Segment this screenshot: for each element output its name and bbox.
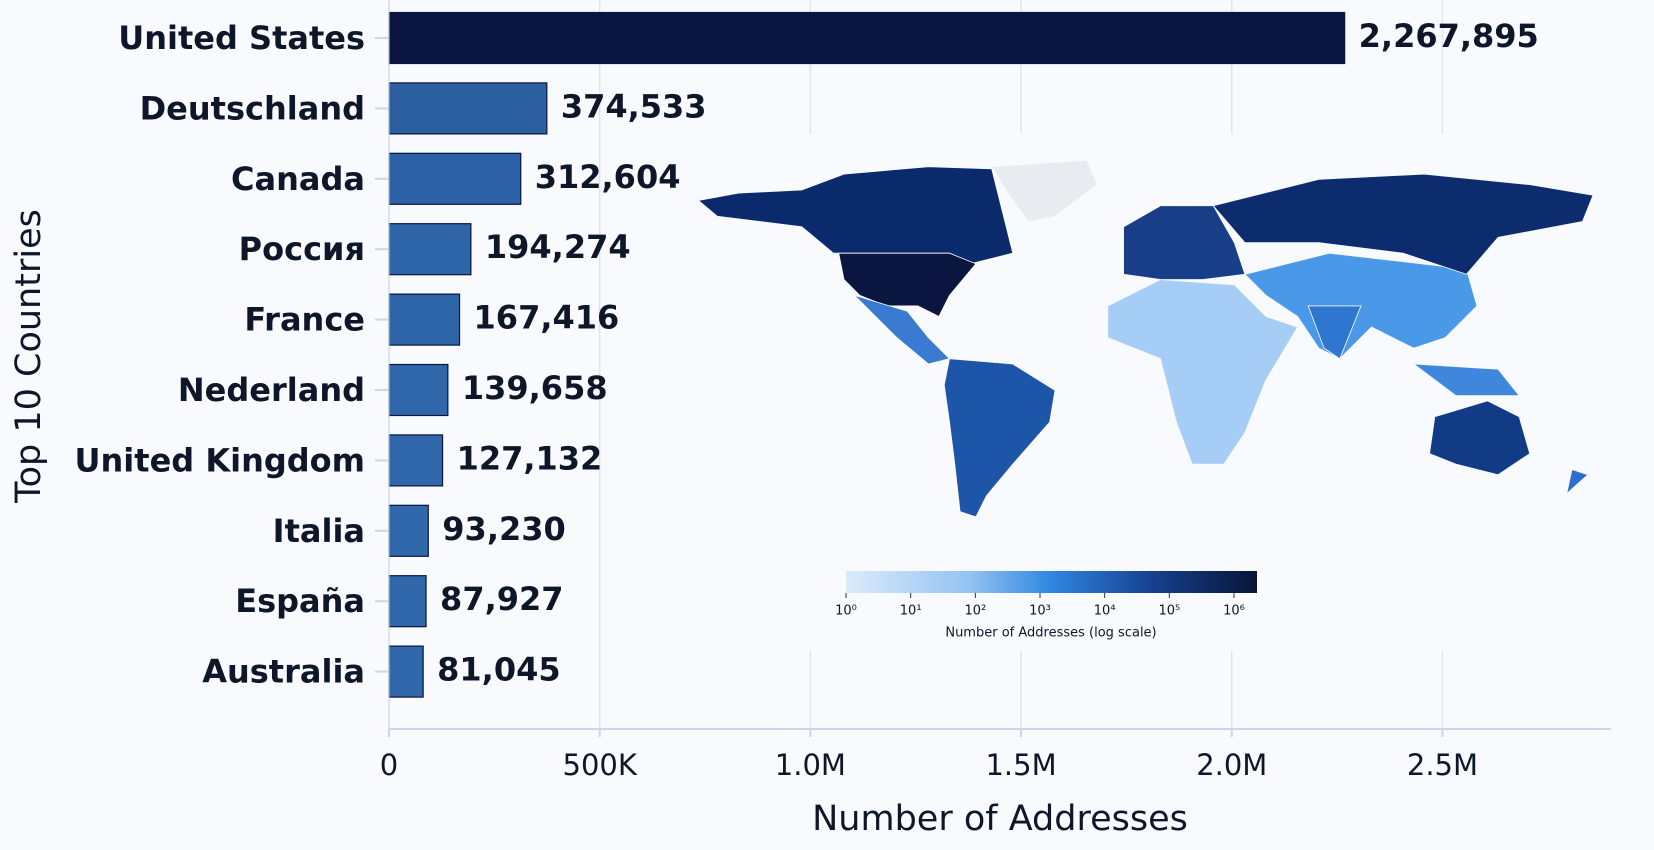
bar [388, 152, 522, 205]
category-label: Canada [231, 160, 365, 198]
bar [388, 223, 472, 276]
category-label: España [235, 582, 365, 620]
land [1307, 305, 1362, 360]
x-tick-label: 0 [380, 748, 398, 782]
bar [388, 11, 1346, 65]
category-label: Nederland [178, 371, 365, 409]
x-tick-label: 1.0M [775, 748, 846, 782]
bar [388, 575, 427, 628]
land [1107, 279, 1299, 465]
category-label: United States [118, 19, 365, 57]
map-inset: Number of Addresses (log scale) 10⁰ 10¹ 10… [692, 134, 1606, 651]
category-label: Australia [202, 653, 365, 691]
land [854, 294, 951, 365]
value-label: 127,132 [457, 439, 603, 477]
category-label: Deutschland [140, 89, 365, 127]
x-tick-label: 2.5M [1407, 748, 1478, 782]
category-label: Россия [239, 230, 365, 268]
x-tick-label: 1.5M [985, 748, 1056, 782]
value-label: 167,416 [474, 299, 620, 337]
value-label: 374,533 [561, 87, 707, 125]
bar [388, 504, 429, 557]
colorbar-tick-label: 10² [964, 604, 986, 619]
colorbar-tick-label: 10⁴ [1094, 604, 1116, 619]
x-axis-label: Number of Addresses [812, 799, 1188, 839]
world-map [697, 159, 1594, 518]
land [1429, 400, 1531, 476]
category-label: United Kingdom [75, 441, 365, 479]
value-label: 194,274 [485, 228, 631, 266]
value-label: 312,604 [535, 158, 681, 196]
value-label: 139,658 [462, 369, 608, 407]
y-axis-label: Top 10 Countries [9, 209, 49, 504]
category-label: France [244, 301, 365, 339]
colorbar [846, 571, 1257, 593]
category-label: Italia [273, 512, 365, 550]
colorbar-tick-label: 10⁶ [1223, 604, 1245, 619]
colorbar-tick-label: 10³ [1029, 604, 1051, 619]
value-label: 87,927 [440, 580, 563, 618]
value-label: 81,045 [437, 651, 560, 689]
x-tick-label: 500K [563, 748, 638, 782]
land [990, 159, 1098, 223]
colorbar-tick-label: 10⁵ [1158, 604, 1180, 619]
land [1412, 363, 1521, 397]
x-tick-label: 2.0M [1196, 748, 1267, 782]
value-label: 93,230 [442, 510, 565, 548]
value-label: 2,267,895 [1359, 17, 1539, 55]
bar [388, 293, 461, 346]
bar [388, 363, 449, 417]
bar [388, 645, 424, 698]
bar [388, 82, 548, 135]
colorbar-label: Number of Addresses (log scale) [945, 626, 1156, 641]
colorbar-tick-label: 10¹ [900, 604, 922, 619]
land [1212, 173, 1594, 275]
land [1123, 205, 1246, 280]
bar [388, 434, 444, 487]
land [1565, 468, 1589, 495]
colorbar-tick-label: 10⁰ [835, 604, 857, 619]
land [943, 358, 1056, 518]
